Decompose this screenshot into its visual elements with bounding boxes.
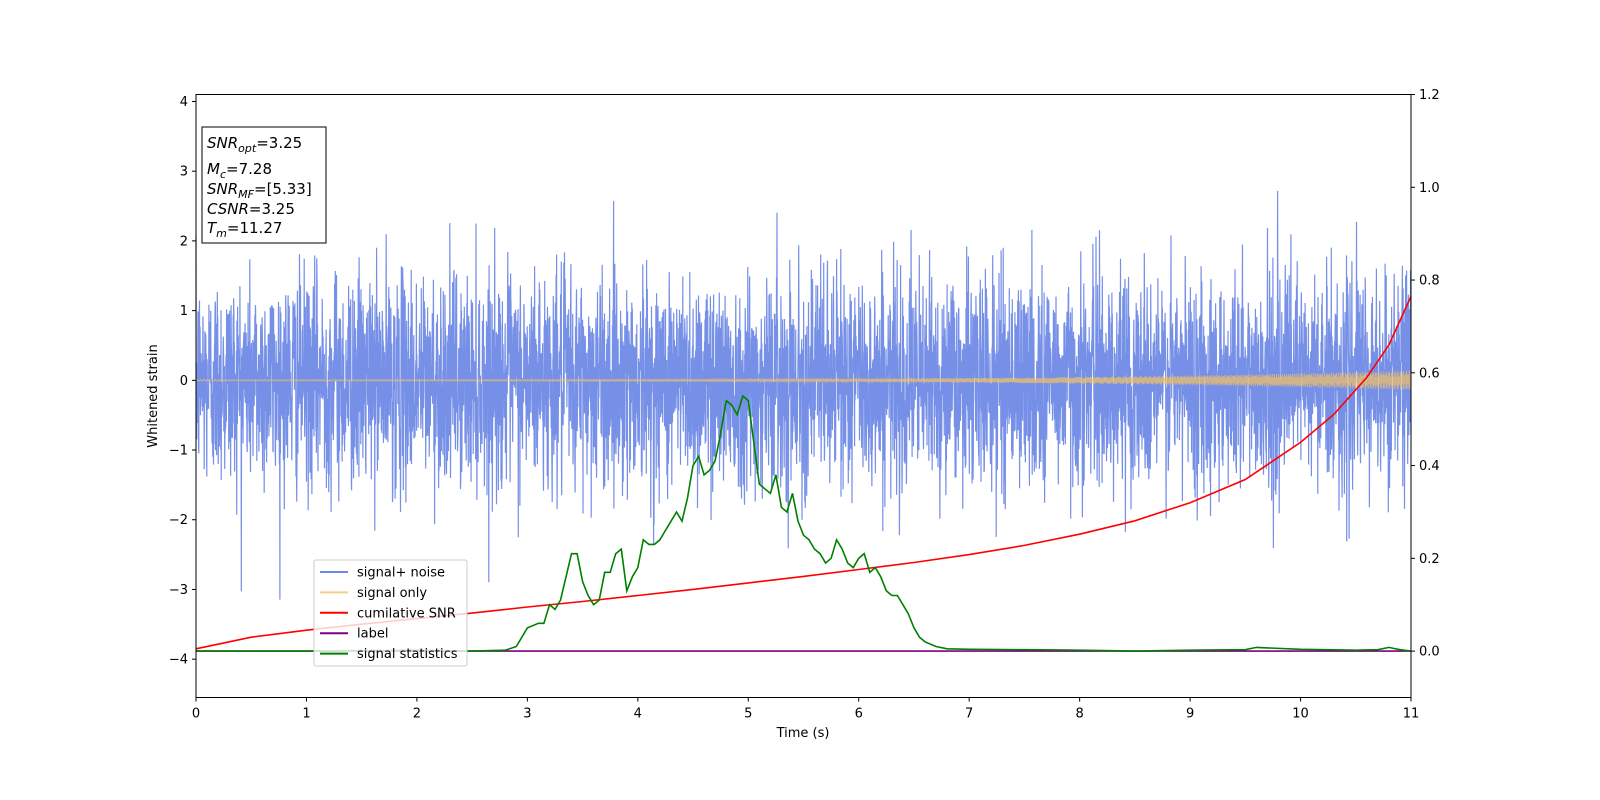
- x-tick-label: 9: [1186, 707, 1194, 722]
- y-left-tick-label: −2: [169, 513, 188, 528]
- legend-cumulative-snr: cumilative SNR: [320, 606, 456, 621]
- legend-label-text: signal+ noise: [357, 566, 445, 581]
- y-right-tick-label: 1.0: [1419, 181, 1440, 196]
- series-signal-noise-line: [195, 190, 1412, 600]
- annotation-snr-mf: SNRMF=[5.33]: [207, 180, 312, 201]
- x-tick-label: 10: [1292, 707, 1309, 722]
- x-tick-label: 6: [855, 707, 863, 722]
- x-tick-label: 8: [1075, 707, 1083, 722]
- x-tick-label: 7: [965, 707, 973, 722]
- legend-label-text: signal statistics: [357, 647, 458, 662]
- y-left-tick-label: −4: [169, 653, 188, 668]
- y-left-tick-label: 1: [180, 304, 188, 319]
- legend-signal-statistics: signal statistics: [320, 647, 458, 662]
- x-tick-label: 4: [634, 707, 642, 722]
- y-left-tick-label: −1: [169, 444, 188, 459]
- x-axis-label: Time (s): [776, 726, 830, 741]
- legend-signal-noise: signal+ noise: [320, 566, 445, 581]
- annotation-snr-opt: SNRopt=3.25: [207, 134, 302, 155]
- y-right-tick-label: 0.2: [1419, 552, 1440, 567]
- y-left-tick-label: 4: [180, 95, 188, 110]
- x-tick-label: 1: [302, 707, 310, 722]
- y-left-tick-label: 0: [180, 374, 188, 389]
- plot-frame: [195, 94, 1412, 698]
- annotation-csnr: CSNR=3.25: [207, 200, 295, 218]
- annotation-mc: Mc=7.28: [207, 160, 272, 181]
- y-axis-left: −4 −3 −2 −1 0 1 2 3 4: [169, 95, 196, 668]
- legend-label: label: [320, 627, 388, 642]
- x-tick-label: 11: [1403, 707, 1420, 722]
- legend-signal-only: signal only: [320, 586, 427, 601]
- y-axis-label: Whitened strain: [146, 344, 161, 447]
- annotation-tm: Tm=11.27: [207, 219, 282, 240]
- legend: signal+ noise signal only cumilative SNR la…: [313, 559, 468, 667]
- y-right-tick-label: 1.2: [1419, 88, 1440, 103]
- annotation-box: SNRopt=3.25 Mc=7.28 SNRMF=[5.33] CSNR=3.…: [201, 126, 327, 244]
- legend-label-text: signal only: [357, 586, 427, 601]
- y-right-tick-label: 0.8: [1419, 274, 1440, 289]
- x-tick-label: 0: [192, 707, 200, 722]
- series-signal-only-line: [195, 370, 1412, 390]
- y-left-tick-label: 2: [180, 234, 188, 249]
- y-right-tick-label: 0.4: [1419, 459, 1440, 474]
- y-left-tick-label: 3: [180, 165, 188, 180]
- y-right-tick-label: 0.0: [1419, 645, 1440, 660]
- legend-label-text: cumilative SNR: [357, 606, 456, 621]
- x-axis: 0 1 2 3 4 5 6 7 8 9 10 11: [192, 697, 1420, 722]
- legend-label-text: label: [357, 627, 388, 642]
- y-axis-right: 0.0 0.2 0.4 0.6 0.8 1.0 1.2: [1411, 88, 1440, 660]
- y-left-tick-label: −3: [169, 583, 188, 598]
- x-tick-label: 5: [744, 707, 752, 722]
- y-right-tick-label: 0.6: [1419, 366, 1440, 381]
- x-tick-label: 2: [413, 707, 421, 722]
- x-tick-label: 3: [523, 707, 531, 722]
- series-signal-statistics-line: [196, 394, 1412, 652]
